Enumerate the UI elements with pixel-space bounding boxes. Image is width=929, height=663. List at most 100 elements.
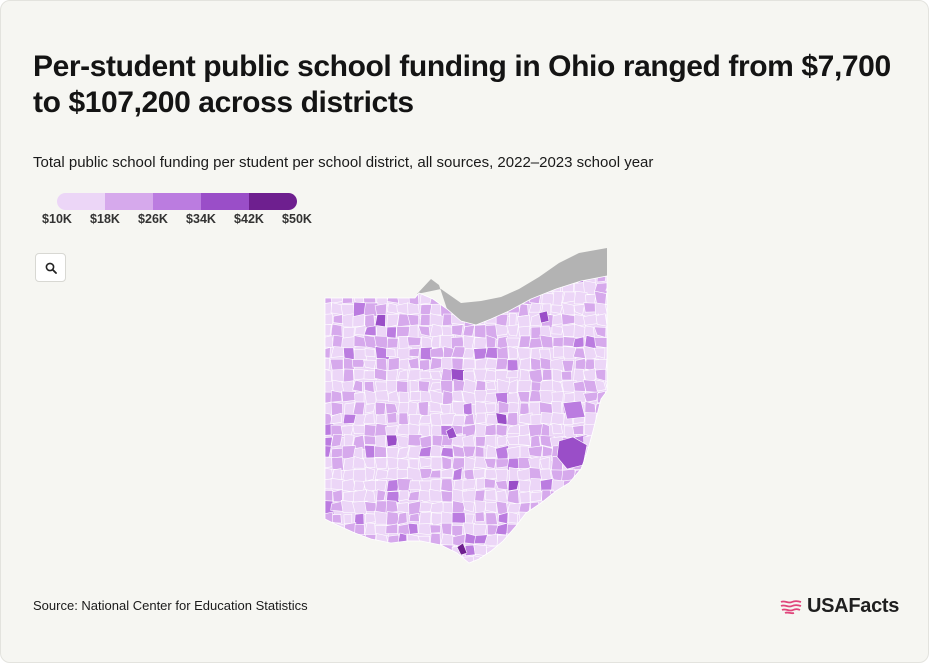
district-cell[interactable] — [605, 314, 620, 327]
district-cell[interactable] — [419, 370, 431, 379]
district-cell[interactable] — [462, 348, 476, 359]
district-cell[interactable] — [354, 545, 367, 560]
district-cell[interactable] — [320, 500, 335, 516]
district-cell[interactable] — [595, 313, 607, 327]
district-cell[interactable] — [606, 456, 620, 469]
district-cell[interactable] — [585, 555, 596, 570]
district-cell[interactable] — [595, 434, 607, 450]
district-cell[interactable] — [485, 512, 498, 526]
district-cell[interactable] — [607, 512, 619, 527]
district-cell[interactable] — [363, 370, 378, 381]
district-cell[interactable] — [331, 456, 344, 471]
district-cell[interactable] — [474, 567, 487, 571]
district-cell[interactable] — [606, 401, 618, 417]
district-cell[interactable] — [530, 557, 544, 567]
district-cell[interactable] — [539, 334, 554, 349]
district-cell[interactable] — [496, 272, 510, 283]
district-cell[interactable] — [374, 401, 386, 417]
district-cell[interactable] — [542, 368, 553, 381]
district-cell[interactable] — [341, 390, 357, 403]
district-cell[interactable] — [518, 335, 531, 349]
district-cell[interactable] — [473, 456, 488, 469]
district-cell[interactable] — [397, 569, 408, 571]
district-cell[interactable] — [453, 566, 465, 571]
district-cell[interactable] — [396, 423, 410, 436]
district-cell[interactable] — [540, 500, 553, 515]
district-cell-high[interactable] — [538, 310, 550, 324]
district-cell[interactable] — [574, 358, 588, 371]
district-cell[interactable] — [594, 500, 607, 516]
district-cell[interactable] — [387, 534, 400, 548]
district-cell[interactable] — [595, 456, 607, 473]
district-cell[interactable] — [462, 324, 475, 337]
district-cell[interactable] — [562, 555, 577, 568]
ohio-map[interactable] — [311, 241, 621, 571]
district-cell[interactable] — [550, 525, 564, 537]
district-cell[interactable] — [584, 501, 597, 517]
district-cell[interactable] — [321, 269, 333, 283]
district-cell[interactable] — [374, 544, 388, 557]
district-cell[interactable] — [507, 556, 521, 570]
district-cell[interactable] — [450, 270, 464, 283]
district-cell[interactable] — [341, 545, 353, 557]
district-cell[interactable] — [319, 456, 334, 469]
district-cell[interactable] — [495, 313, 509, 327]
district-cell[interactable] — [397, 557, 410, 568]
district-cell[interactable] — [484, 489, 497, 501]
district-cell[interactable] — [517, 391, 531, 403]
district-cell[interactable] — [407, 336, 422, 347]
district-cell[interactable] — [606, 271, 619, 282]
district-cell[interactable] — [341, 335, 357, 350]
district-cell[interactable] — [484, 477, 496, 489]
district-cell[interactable] — [606, 546, 618, 557]
district-cell[interactable] — [407, 401, 418, 416]
district-cell[interactable] — [484, 369, 498, 382]
district-cell[interactable] — [595, 413, 607, 425]
district-cell[interactable] — [472, 555, 488, 569]
district-cell[interactable] — [562, 291, 576, 304]
district-cell[interactable] — [398, 271, 410, 282]
district-cell[interactable] — [507, 359, 519, 372]
district-cell[interactable] — [473, 337, 488, 350]
district-cell[interactable] — [363, 271, 376, 283]
district-cell[interactable] — [320, 401, 333, 415]
school-districts[interactable] — [311, 241, 621, 571]
district-cell[interactable] — [451, 281, 464, 295]
district-cell[interactable] — [429, 557, 445, 568]
district-cell[interactable] — [594, 425, 608, 438]
district-cell[interactable] — [397, 502, 410, 514]
district-cell[interactable] — [440, 447, 454, 458]
district-cell[interactable] — [583, 345, 598, 362]
district-cell[interactable] — [407, 522, 419, 535]
district-cell[interactable] — [408, 512, 420, 523]
district-cell[interactable] — [584, 544, 599, 557]
district-cell[interactable] — [386, 313, 400, 328]
district-cell-high[interactable] — [456, 542, 468, 556]
district-cell[interactable] — [604, 302, 620, 316]
district-cell-high[interactable] — [445, 426, 458, 440]
district-cell[interactable] — [407, 433, 423, 447]
district-cell[interactable] — [417, 546, 432, 561]
district-cell[interactable] — [429, 469, 442, 479]
district-cell[interactable] — [495, 468, 508, 483]
district-cell[interactable] — [606, 533, 620, 549]
district-cell[interactable] — [530, 522, 545, 537]
district-cell[interactable] — [560, 370, 573, 381]
district-cell[interactable] — [561, 468, 577, 482]
district-cell[interactable] — [407, 357, 420, 369]
district-cell[interactable] — [461, 281, 476, 291]
district-cell[interactable] — [519, 568, 530, 571]
district-cell[interactable] — [486, 567, 499, 571]
district-cell[interactable] — [363, 555, 376, 570]
district-cell[interactable] — [508, 345, 518, 360]
district-cell[interactable] — [429, 323, 444, 337]
district-cell[interactable] — [505, 533, 520, 549]
district-cell[interactable] — [540, 545, 555, 559]
district-cell[interactable] — [561, 489, 577, 504]
district-cell[interactable] — [362, 457, 376, 469]
district-cell[interactable] — [440, 270, 453, 281]
district-cell[interactable] — [582, 523, 599, 538]
district-cell[interactable] — [398, 358, 410, 371]
district-cell[interactable] — [505, 337, 520, 348]
district-cell[interactable] — [519, 423, 530, 437]
